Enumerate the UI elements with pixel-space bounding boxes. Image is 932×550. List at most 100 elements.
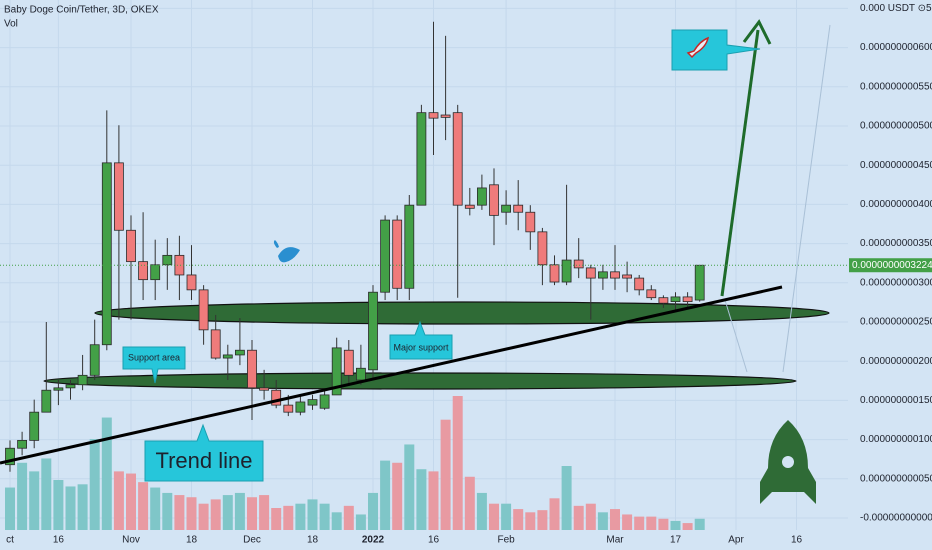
y-tick-label: 0.0000000004500 xyxy=(860,160,932,171)
axes: 0.000 USDT ⊙5000 0.0000000006000 0.0000000… xyxy=(0,3,932,546)
candle-body xyxy=(283,404,294,413)
volume-bar xyxy=(283,505,294,536)
volume-label: Vol xyxy=(4,19,18,30)
volume-bar xyxy=(331,512,342,536)
candles xyxy=(5,21,705,472)
y-tick-label: 0.0000000002000 xyxy=(860,356,932,367)
volume-bar xyxy=(271,508,282,536)
candle-body xyxy=(634,277,645,291)
x-tick-label: 16 xyxy=(53,535,65,546)
last-price-label: 0.0000000003224 xyxy=(852,260,932,271)
candle-body xyxy=(598,271,608,279)
candle-body xyxy=(162,254,173,266)
volume-bar xyxy=(597,512,608,536)
volume-bar xyxy=(174,495,185,536)
volume-bar xyxy=(428,471,439,536)
volume-bar xyxy=(210,499,221,536)
volume-bar xyxy=(380,460,391,536)
candle-body xyxy=(646,289,657,299)
volume-bars xyxy=(5,396,705,536)
volume-bar xyxy=(440,419,451,536)
x-tick-label: Mar xyxy=(606,535,624,546)
volume-bar xyxy=(101,417,112,536)
volume-bar xyxy=(53,480,64,536)
volume-bar xyxy=(41,458,52,536)
candle-body xyxy=(247,349,257,389)
drawings-top: Support area Major support Trend line xyxy=(0,19,816,504)
candle-body xyxy=(307,399,318,406)
volume-bar xyxy=(392,462,403,536)
support-callout xyxy=(122,346,186,384)
volume-bar xyxy=(610,509,620,536)
candle-body xyxy=(501,204,512,213)
candle-body xyxy=(355,367,366,381)
volume-bar xyxy=(5,487,15,536)
candle-body xyxy=(138,261,149,281)
x-tick-label: Dec xyxy=(243,535,261,546)
volume-bar xyxy=(573,505,584,536)
candle-body xyxy=(549,264,560,283)
candle-body xyxy=(331,347,342,396)
x-tick-label: Nov xyxy=(122,535,140,546)
volume-bar xyxy=(513,509,524,536)
candle-body xyxy=(682,296,693,303)
volume-bar xyxy=(222,495,233,536)
candle-body xyxy=(380,219,391,293)
volume-bar xyxy=(247,497,257,536)
candle-body xyxy=(271,389,282,406)
volume-bar xyxy=(537,510,548,536)
volume-bar xyxy=(295,503,306,536)
candle-body xyxy=(174,254,185,276)
candle-body xyxy=(5,447,15,466)
candle-body xyxy=(150,264,161,281)
arrow-head xyxy=(742,19,772,45)
y-tick-label: 0.0000000003000 xyxy=(860,277,932,288)
volume-bar xyxy=(489,503,499,536)
volume-bar xyxy=(368,492,378,536)
candle-body xyxy=(658,297,669,304)
target-arrow xyxy=(720,29,760,297)
candle-body xyxy=(53,387,64,391)
volume-bar xyxy=(464,476,475,536)
volume-bar xyxy=(343,505,354,536)
support-zone xyxy=(43,372,797,390)
candle-body xyxy=(585,267,596,279)
candle-body xyxy=(259,387,270,391)
candle-body xyxy=(77,374,88,386)
candle-body xyxy=(89,344,100,376)
candle-body xyxy=(65,384,76,389)
chart-title: Baby Doge Coin/Tether, 3D, OKEX xyxy=(4,5,159,16)
volume-bar xyxy=(138,482,149,536)
candle-body xyxy=(513,204,524,213)
x-tick-label: 16 xyxy=(791,535,803,546)
y-tick-label: 0.0000000006000 xyxy=(860,42,932,53)
candle-body xyxy=(319,394,330,409)
projection-line xyxy=(782,24,831,373)
volume-bar xyxy=(77,484,88,536)
volume-bar xyxy=(501,503,512,536)
x-tick-label: 18 xyxy=(307,535,319,546)
support-label: Support area xyxy=(128,352,180,362)
candle-body xyxy=(186,274,197,291)
candle-body xyxy=(198,289,209,331)
x-tick-label: Apr xyxy=(728,535,744,546)
candle-body xyxy=(295,401,306,413)
major-support-callout xyxy=(389,320,453,360)
volume-bar xyxy=(17,462,28,536)
candle-body xyxy=(489,184,499,216)
whale-icon xyxy=(273,240,300,263)
candle-body xyxy=(368,291,378,371)
volume-bar xyxy=(634,516,645,536)
candle-body xyxy=(537,231,548,266)
volume-bar xyxy=(670,520,681,536)
volume-bar xyxy=(186,497,197,536)
candle-body xyxy=(476,187,487,206)
volume-bar xyxy=(622,514,633,536)
y-tick-label: 0.0000000001000 xyxy=(860,434,932,445)
rocket-callout xyxy=(671,29,761,71)
candle-body xyxy=(222,354,233,359)
volume-bar xyxy=(29,471,40,536)
x-tick-label: 18 xyxy=(186,535,198,546)
volume-bar xyxy=(89,439,100,536)
